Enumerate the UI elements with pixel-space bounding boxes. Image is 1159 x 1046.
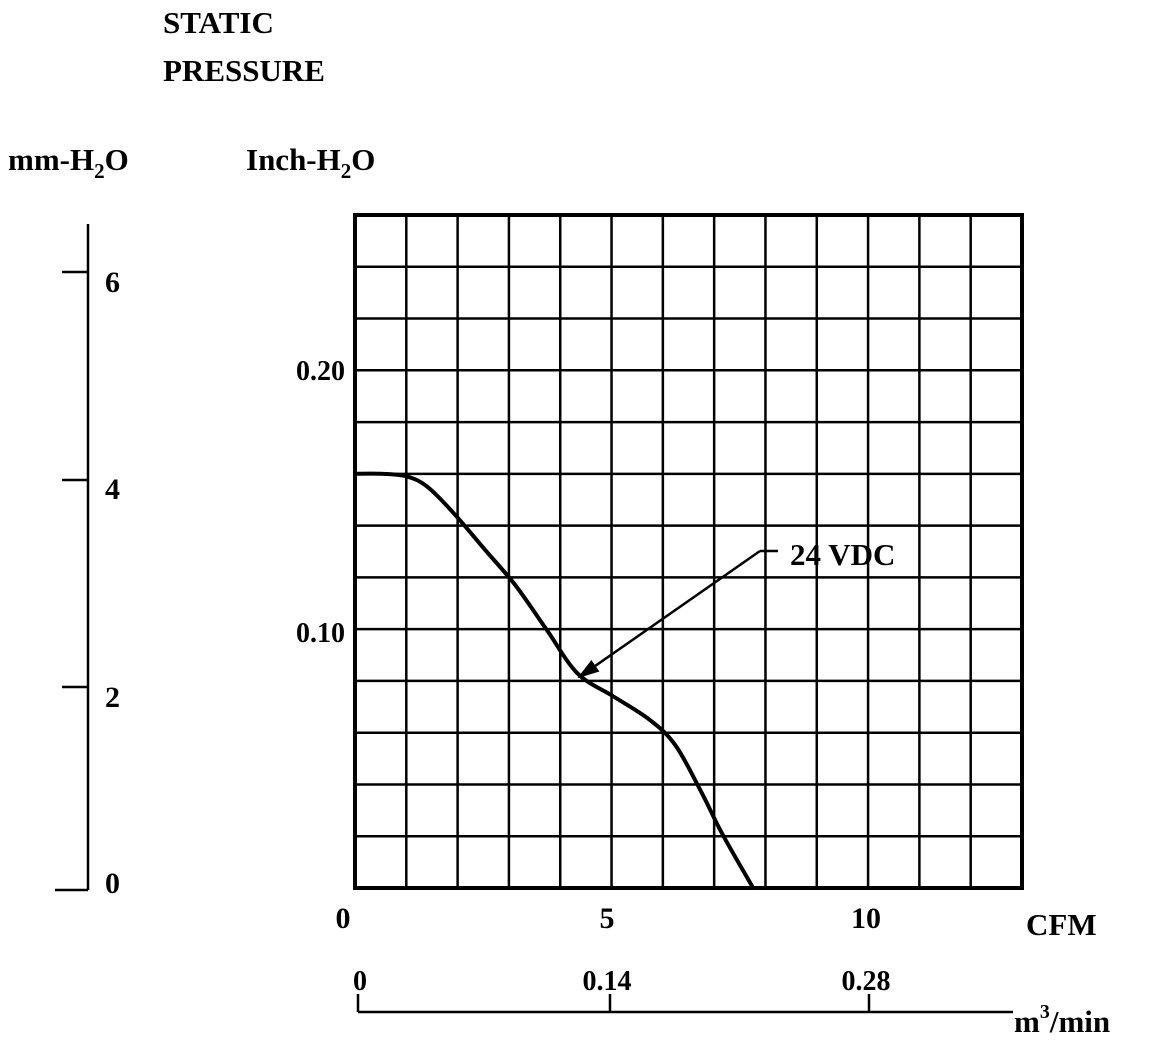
inch-tick-label: 0.20 (296, 356, 345, 387)
annotation-24vdc: 24 VDC (577, 537, 895, 679)
x-axis-m3-label: m3/min (1014, 1001, 1110, 1039)
annotation-arrow-line (594, 549, 761, 667)
cfm-tick-label: 5 (600, 902, 615, 935)
m3-tick-label: 0.28 (842, 966, 891, 997)
m3-tick-label: 0.14 (583, 966, 632, 997)
chart-title-line2: PRESSURE (163, 53, 325, 88)
mm-tick-label: 4 (105, 473, 120, 506)
mm-tick-label: 2 (105, 681, 120, 714)
cfm-tick-label: 10 (851, 902, 881, 935)
annotation-label: 24 VDC (790, 537, 895, 572)
inch-tick-label: 0.10 (296, 618, 345, 649)
plot-grid (355, 215, 1022, 888)
mm-axis: 6 4 2 0 (55, 224, 120, 900)
y-axis-mm-label: mm-H2O (8, 142, 129, 183)
chart-title-line1: STATIC (163, 5, 274, 40)
m3-tick-label: 0 (353, 966, 367, 997)
annotation-arrow-head (577, 660, 600, 679)
x-axis-cfm-label: CFM (1026, 907, 1097, 942)
y-axis-inch-label: Inch-H2O (246, 142, 375, 183)
mm-tick-label: 0 (105, 867, 120, 900)
m3-axis: 0 0.14 0.28 m3/min (353, 966, 1110, 1039)
cfm-tick-label: 0 (336, 902, 351, 935)
plot-frame (353, 213, 1024, 890)
series-24vdc-line (353, 471, 756, 890)
mm-tick-label: 6 (105, 266, 120, 299)
